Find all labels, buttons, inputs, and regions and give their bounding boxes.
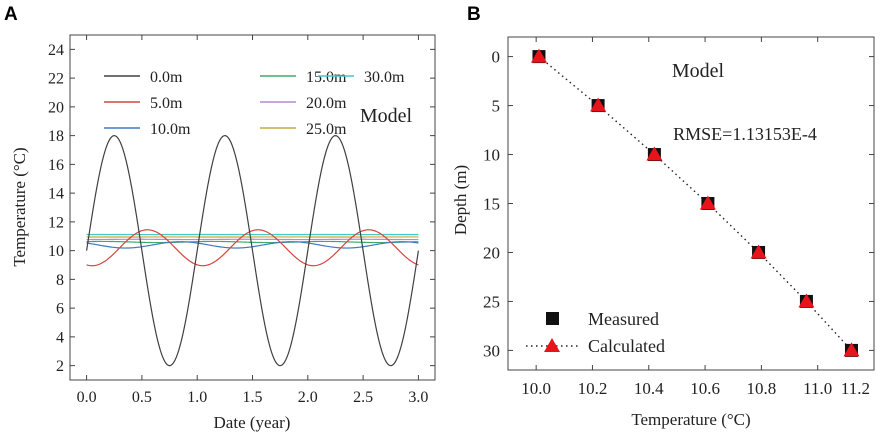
legend-label: 5.0m <box>150 95 183 112</box>
legend-label: 0.0m <box>150 69 183 86</box>
panel-a-y-tick-label: 24 <box>48 42 64 59</box>
panel-b-y-axis-label: Depth (m) <box>451 165 470 235</box>
calculated-point <box>843 342 860 357</box>
panel-b-model-annotation: Model <box>672 60 725 82</box>
panel-b-y-tick-label: 30 <box>483 341 500 360</box>
panel-b-y-tick-label: 10 <box>483 146 500 165</box>
panel-b-y-tick-label: 15 <box>483 195 500 214</box>
panel-b-x-axis: 10.0 10.2 10.4 10.6 10.8 11.0 11.2 <box>521 37 875 398</box>
panel-b-y-axis: 0 5 10 15 20 25 30 <box>483 48 874 360</box>
panel-a-x-tick-label: 2.0 <box>298 389 318 406</box>
panel-b-data-points <box>530 48 860 357</box>
panel-a-y-tick-label: 6 <box>56 301 64 318</box>
series-line-0-0m <box>85 135 420 367</box>
panel-a-y-tick-label: 8 <box>56 272 64 289</box>
panel-b-x-tick-label: 10.0 <box>521 379 551 398</box>
legend-measured-label: Measured <box>588 309 659 329</box>
panel-a-x-tick-label: 1.0 <box>187 389 207 406</box>
legend-label: 20.0m <box>306 95 347 112</box>
panel-a-x-tick-label: 3.0 <box>408 389 428 406</box>
panel-a-x-tick-label: 0.5 <box>132 389 152 406</box>
panel-a-x-tick-label: 1.5 <box>243 389 263 406</box>
panel-b-x-tick-label: 11.2 <box>841 379 870 398</box>
calculated-point <box>699 195 716 210</box>
panel-a-x-tick-label: 0.0 <box>77 389 97 406</box>
series-line-15-0m <box>86 240 419 244</box>
calculated-point <box>750 244 767 259</box>
calculated-point <box>530 48 547 63</box>
panel-b-label: B <box>467 4 481 25</box>
panel-b-y-tick-label: 20 <box>483 243 500 262</box>
panel-a-y-tick-label: 10 <box>48 243 64 260</box>
legend-label: 25.0m <box>306 121 347 138</box>
panel-b-y-tick-label: 25 <box>483 292 500 311</box>
panel-b-plot-frame <box>507 36 875 371</box>
panel-a-y-tick-label: 14 <box>48 186 64 203</box>
panel-b-x-tick-label: 10.4 <box>634 379 664 398</box>
panel-b-legend: Measured Calculated <box>526 309 665 356</box>
panel-a-plot-frame <box>69 34 436 381</box>
panel-a-y-tick-label: 16 <box>48 157 64 174</box>
panel-a-y-tick-label: 4 <box>56 329 64 346</box>
panel-b-rmse-annotation: RMSE=1.13153E-4 <box>673 124 817 144</box>
legend-label: 15.0m <box>306 69 347 86</box>
panel-b-y-tick-label: 5 <box>492 97 501 116</box>
panel-b-x-axis-label: Temperature (°C) <box>631 410 750 429</box>
panel-b-x-tick-label: 10.6 <box>690 379 720 398</box>
legend-calculated-label: Calculated <box>588 336 665 356</box>
legend-measured-marker <box>546 312 559 325</box>
legend-calculated-marker <box>544 338 560 352</box>
panel-a-x-tick-label: 2.5 <box>353 389 373 406</box>
panel-a-y-axis-label: Temperature (°C) <box>10 147 29 266</box>
panel-a-x-axis: 0.0 0.5 1.0 1.5 2.0 2.5 3.0 <box>77 35 428 406</box>
panel-a-legend: 0.0m 15.0m 30.0m 5.0m 20.0m 10.0m 25.0m <box>104 69 405 138</box>
panel-a-x-axis-label: Date (year) <box>214 413 291 432</box>
calculated-point <box>646 146 663 161</box>
panel-a-y-tick-label: 22 <box>48 71 64 88</box>
panel-b-x-tick-label: 10.2 <box>578 379 608 398</box>
calculated-point <box>590 97 607 112</box>
panel-a-y-tick-label: 20 <box>48 99 64 116</box>
panel-a-series-lines <box>85 135 420 367</box>
panel-a-y-tick-label: 12 <box>48 214 64 231</box>
legend-label: 10.0m <box>150 121 191 138</box>
panel-a-label: A <box>4 4 18 25</box>
calculated-point <box>798 293 815 308</box>
panel-b-x-tick-label: 11.0 <box>803 379 832 398</box>
panel-a-model-annotation: Model <box>360 105 413 127</box>
panel-a-y-tick-label: 18 <box>48 128 64 145</box>
panel-a-y-tick-label: 2 <box>56 358 64 375</box>
series-line-5-0m <box>86 229 419 267</box>
panel-b-y-tick-label: 0 <box>492 48 501 67</box>
legend-label: 30.0m <box>364 69 405 86</box>
panel-b-x-tick-label: 10.8 <box>747 379 777 398</box>
